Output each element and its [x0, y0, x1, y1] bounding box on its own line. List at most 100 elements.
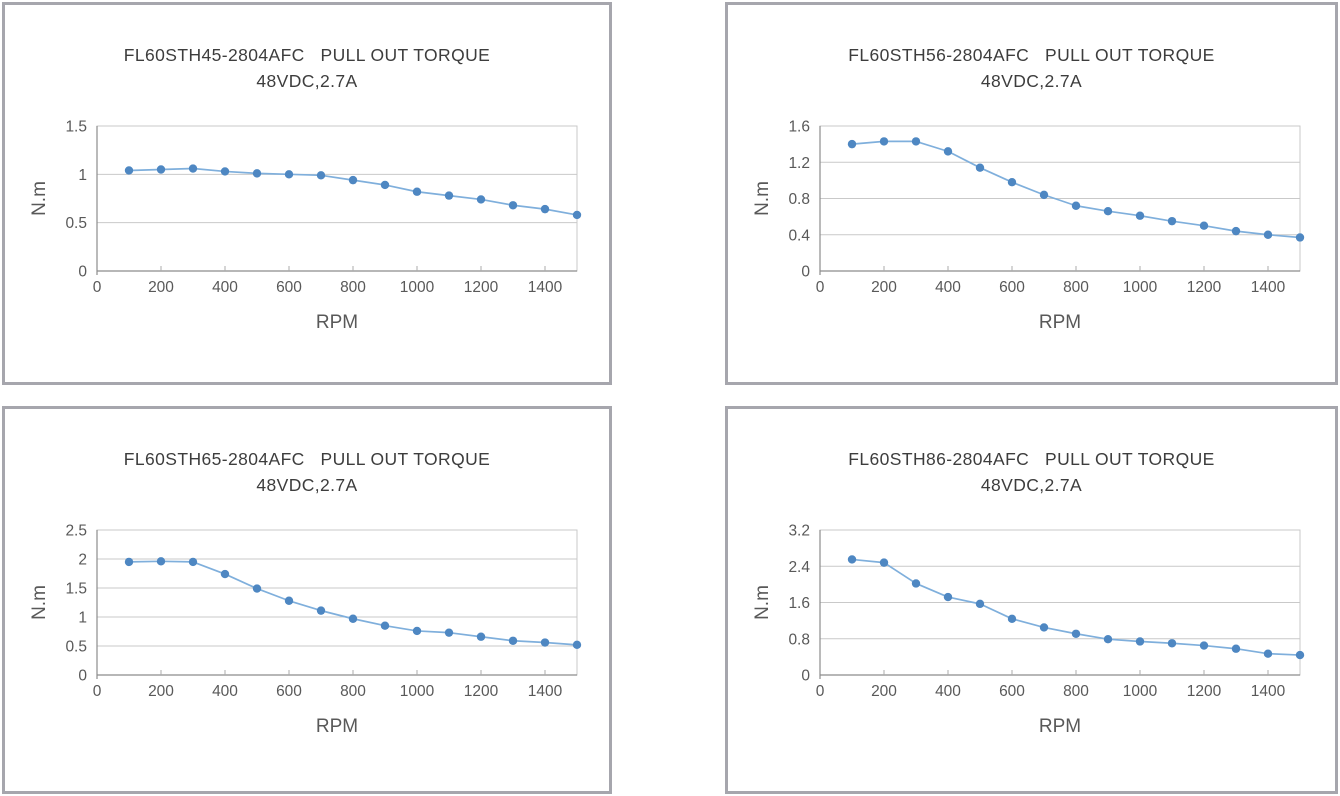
x-tick-label: 800: [1063, 279, 1089, 296]
data-point: [348, 175, 358, 185]
gridlines: [819, 125, 1301, 272]
data-point: [156, 557, 166, 566]
chart-subtitle: 48VDC,2.7A: [980, 71, 1083, 91]
data-point: [156, 165, 166, 174]
data-point: [252, 584, 262, 593]
data-point: [476, 632, 486, 641]
gridlines: [819, 529, 1301, 676]
x-axis-title: RPM: [1039, 716, 1081, 737]
data-point: [380, 621, 390, 630]
x-tick-label: 200: [871, 279, 897, 296]
tick-labels: 0 0.4 0.8 1.2 1.6 0 200 400 600 800 1000 1200 1400: [788, 119, 1285, 297]
x-axis-title: RPM: [316, 312, 358, 333]
data-point: [124, 166, 134, 175]
chart-panel-fl60sth45: FL60STH45-2804AFC PULL OUT TORQUE 48VDC,…: [2, 2, 612, 385]
torque-line: [128, 560, 578, 646]
data-point: [1295, 650, 1305, 660]
data-point: [508, 201, 518, 210]
chart-panel-fl60sth56: FL60STH56-2804AFC PULL OUT TORQUE 48VDC,…: [725, 2, 1338, 385]
y-tick-label: 1.6: [788, 595, 810, 612]
data-point: [1071, 629, 1081, 638]
x-tick-label: 600: [276, 683, 302, 700]
data-point: [1135, 211, 1145, 220]
chart-subtitle: 48VDC,2.7A: [256, 71, 358, 91]
data-point: [1263, 649, 1273, 658]
data-point: [284, 596, 294, 605]
y-tick-label: 2.4: [788, 559, 810, 576]
torque-chart-canvas: 0 0.8 1.6 2.4 3.2 0 200 400 600 800 1000 1200 1400 N.…: [752, 523, 1305, 737]
x-tick-label: 1200: [464, 279, 499, 296]
x-tick-label: 1400: [528, 279, 563, 296]
y-tick-label: 1: [78, 167, 87, 184]
data-point: [1295, 233, 1305, 242]
torque-chart-canvas: 0 0.5 1 1.5 2 2.5 0 200 400 600 800 1000 1200 1400 N.m…: [29, 523, 582, 737]
data-point: [540, 204, 550, 214]
y-tick-label: 1.6: [788, 119, 810, 136]
data-point: [879, 558, 889, 567]
torque-chart-canvas: 0 0.4 0.8 1.2 1.6 0 200 400 600 800 1000 1200 1400 N.…: [752, 119, 1305, 333]
chart-panel-fl60sth65: FL60STH65-2804AFC PULL OUT TORQUE 48VDC,…: [2, 406, 612, 794]
y-axis-title: N.m: [29, 585, 50, 620]
x-tick-label: 1000: [400, 683, 435, 700]
data-point: [508, 636, 518, 645]
x-tick-label: 800: [1063, 683, 1089, 700]
x-tick-label: 400: [935, 279, 961, 296]
y-tick-label: 0.5: [65, 639, 87, 656]
y-tick-label: 0.4: [788, 227, 810, 244]
y-axis-title: N.m: [752, 585, 773, 620]
y-tick-label: 0: [801, 668, 810, 685]
x-tick-label: 200: [871, 683, 897, 700]
data-point: [1231, 226, 1241, 236]
x-tick-label: 0: [93, 683, 102, 700]
data-point: [412, 187, 422, 196]
data-point: [1167, 216, 1177, 226]
y-tick-label: 1.2: [788, 155, 810, 172]
x-tick-label: 0: [816, 683, 825, 700]
chart-subtitle: 48VDC,2.7A: [256, 475, 358, 495]
y-tick-label: 2: [78, 552, 87, 569]
x-tick-label: 400: [212, 683, 238, 700]
data-point: [847, 139, 857, 149]
x-tick-label: 400: [935, 683, 961, 700]
y-tick-label: 0: [801, 264, 810, 281]
x-tick-label: 1000: [1123, 279, 1158, 296]
data-point: [220, 167, 230, 176]
data-point: [220, 569, 230, 579]
y-tick-label: 1.5: [65, 581, 87, 598]
data-point: [188, 557, 198, 567]
chart-subtitle: 48VDC,2.7A: [980, 475, 1083, 495]
tick-labels: 0 0.8 1.6 2.4 3.2 0 200 400 600 800 1000 1200 1400: [788, 523, 1285, 701]
x-tick-label: 200: [148, 279, 174, 296]
x-tick-label: 0: [816, 279, 825, 296]
data-point: [444, 628, 454, 637]
data-point: [1263, 230, 1273, 239]
data-point: [540, 638, 550, 647]
data-point: [412, 626, 422, 636]
axes: [96, 530, 577, 679]
tick-labels: 0 0.5 1 1.5 0 200 400 600 800 1000 1200 1400: [65, 119, 562, 297]
data-point: [1103, 206, 1113, 216]
data-point: [975, 599, 985, 609]
x-tick-label: 800: [340, 279, 366, 296]
gridlines: [96, 125, 578, 272]
y-tick-label: 0: [78, 264, 87, 281]
data-point: [188, 164, 198, 173]
gridlines: [96, 529, 578, 676]
y-tick-label: 3.2: [788, 523, 810, 540]
data-point: [1167, 639, 1177, 648]
data-point: [572, 640, 582, 650]
x-tick-label: 600: [999, 279, 1025, 296]
y-tick-label: 0: [78, 668, 87, 685]
y-tick-label: 1: [78, 610, 87, 627]
axes: [96, 126, 577, 275]
data-point: [476, 195, 486, 204]
x-tick-label: 1000: [1123, 683, 1158, 700]
data-point: [316, 606, 326, 615]
y-axis-title: N.m: [752, 181, 773, 216]
data-point: [444, 191, 454, 200]
data-point: [943, 592, 953, 602]
y-tick-label: 0.8: [788, 191, 810, 208]
x-tick-label: 600: [999, 683, 1025, 700]
axes: [819, 126, 1300, 275]
x-tick-label: 1200: [464, 683, 499, 700]
